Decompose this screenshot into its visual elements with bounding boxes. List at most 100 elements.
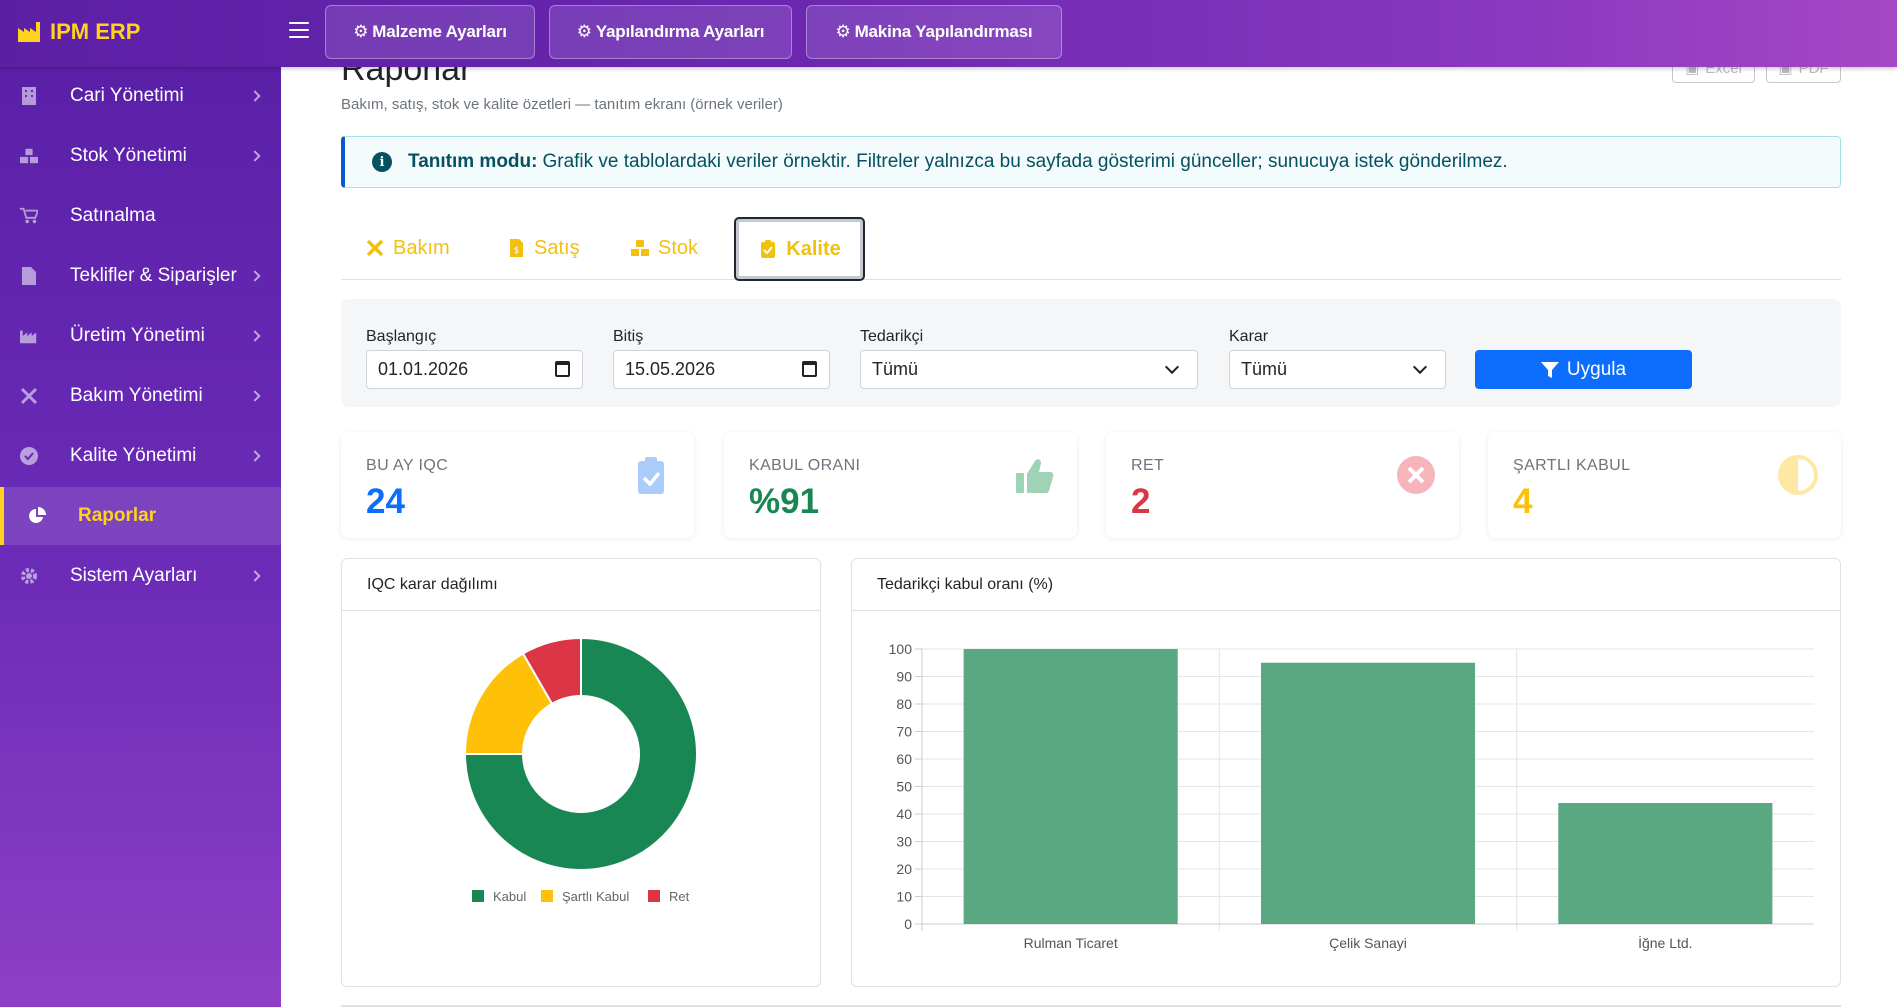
chevron-right-icon — [249, 270, 261, 282]
y-tick-label: 100 — [889, 641, 913, 657]
invoice-icon: $ — [510, 239, 523, 257]
chevron-right-icon — [249, 330, 261, 342]
legend-label: Şartlı Kabul — [562, 889, 629, 904]
info-icon: i — [372, 152, 392, 172]
sidebar-item-label: Sistem Ayarları — [70, 565, 198, 586]
sidebar-item-uretim[interactable]: Üretim Yönetimi — [0, 307, 281, 365]
apply-filter-button[interactable]: Uygula — [1475, 350, 1692, 389]
report-tabs: Bakım $ Satış Stok Kalite — [341, 216, 1841, 281]
bar-chart: 0 10 20 30 40 50 60 70 80 90 100 Rulman Ticaret Çeli… — [889, 641, 1814, 951]
y-tick-label: 50 — [896, 779, 912, 795]
factory-icon — [20, 327, 38, 345]
sidebar-item-raporlar[interactable]: Raporlar — [0, 487, 281, 545]
x-tick-label: Rulman Ticaret — [1024, 935, 1118, 951]
filter-icon — [1540, 361, 1559, 378]
topbar-button-config-settings[interactable]: ⚙ Yapılandırma Ayarları — [549, 5, 792, 59]
kpi-card-rejected: RET 2 — [1106, 432, 1459, 538]
y-tick-label: 40 — [896, 806, 912, 822]
kpi-card-monthly-iqc: BU AY IQC 24 — [341, 432, 694, 538]
end-date-value: 15.05.2026 — [625, 359, 716, 379]
start-date-label: Başlangıç — [366, 328, 437, 345]
sidebar-item-satinalma[interactable]: Satınalma — [0, 187, 281, 245]
decision-select-value: Tümü — [1241, 359, 1288, 379]
tools-icon — [20, 387, 38, 405]
sidebar-item-label: Stok Yönetimi — [70, 145, 187, 166]
calendar-icon[interactable] — [555, 361, 570, 377]
x-tick-label: İğne Ltd. — [1638, 934, 1693, 951]
bar-chart-title: Tedarikçi kabul oranı (%) — [852, 559, 1840, 611]
clipboard-check-icon — [761, 240, 776, 258]
legend-label: Kabul — [493, 889, 526, 904]
legend-swatch — [472, 890, 484, 902]
kpi-value: 2 — [1131, 482, 1151, 521]
topbar-button-machine-config[interactable]: ⚙ Makina Yapılandırması — [806, 5, 1062, 59]
building-icon — [20, 87, 38, 105]
y-tick-label: 70 — [896, 724, 912, 740]
donut-slice[interactable] — [463, 636, 698, 871]
supplier-select-value: Tümü — [872, 359, 919, 379]
svg-text:$: $ — [514, 246, 520, 256]
chevron-right-icon — [249, 90, 261, 102]
brand[interactable]: IPM ERP — [18, 19, 140, 45]
kpi-value: 24 — [366, 482, 405, 521]
sidebar-item-cari[interactable]: Cari Yönetimi — [0, 67, 281, 125]
tab-stok[interactable]: Stok — [630, 216, 698, 280]
tab-label: Stok — [658, 236, 699, 259]
chevron-down-icon — [1164, 359, 1180, 375]
kpi-card-conditional-accept: ŞARTLI KABUL 4 — [1488, 432, 1841, 538]
supplier-select[interactable]: Tümü — [860, 350, 1198, 389]
tab-label: Kalite — [786, 237, 841, 260]
alert-text: Grafik ve tablolardaki veriler örnektir.… — [542, 151, 1508, 172]
end-date-input[interactable]: 15.05.2026 — [613, 350, 830, 389]
sidebar-item-label: Kalite Yönetimi — [70, 445, 197, 466]
sidebar: Cari Yönetimi Stok Yönetimi Satınalma Te… — [0, 67, 281, 1007]
calendar-icon[interactable] — [802, 361, 817, 377]
decision-select[interactable]: Tümü — [1229, 350, 1446, 389]
bar[interactable] — [1260, 662, 1476, 924]
tab-kalite[interactable]: Kalite — [734, 217, 865, 281]
bar[interactable] — [963, 649, 1178, 924]
thumbs-up-icon — [1016, 459, 1054, 493]
demo-mode-alert: i Tanıtım modu: Grafik ve tablolardaki v… — [341, 136, 1841, 188]
sidebar-item-teklifler[interactable]: Teklifler & Siparişler — [0, 247, 281, 305]
start-date-input[interactable]: 01.01.2026 — [366, 350, 583, 389]
tab-label: Satış — [534, 236, 580, 259]
tab-satis[interactable]: $ Satış — [506, 216, 580, 280]
donut-chart: Kabul Şartlı Kabul Ret — [463, 636, 698, 904]
topbar-button-material-settings[interactable]: ⚙ Malzeme Ayarları — [325, 5, 535, 59]
donut-chart-card: IQC karar dağılımı Kabul Şartlı Kabul Ret — [341, 558, 821, 987]
y-tick-label: 20 — [896, 861, 912, 877]
menu-toggle-icon[interactable] — [289, 22, 309, 38]
legend-label: Ret — [669, 889, 690, 904]
chevron-right-icon — [249, 570, 261, 582]
bar[interactable] — [1558, 803, 1773, 924]
y-tick-label: 10 — [896, 889, 912, 905]
sidebar-item-label: Cari Yönetimi — [70, 85, 184, 106]
sidebar-item-sistem[interactable]: Sistem Ayarları — [0, 547, 281, 605]
chevron-right-icon — [249, 390, 261, 402]
pie-chart-icon — [28, 507, 46, 525]
factory-logo-icon — [18, 22, 40, 42]
sidebar-item-kalite[interactable]: Kalite Yönetimi — [0, 427, 281, 485]
y-tick-label: 30 — [896, 834, 912, 850]
sidebar-item-stok[interactable]: Stok Yönetimi — [0, 127, 281, 185]
tab-label: Bakım — [393, 236, 450, 259]
kpi-value: 4 — [1513, 482, 1533, 521]
start-date-value: 01.01.2026 — [378, 359, 469, 379]
y-tick-label: 80 — [896, 696, 912, 712]
clipboard-check-icon — [638, 457, 664, 494]
tab-bakim[interactable]: Bakım — [365, 216, 450, 280]
section-divider — [341, 1005, 1841, 1007]
y-tick-label: 90 — [896, 669, 912, 685]
sidebar-item-label: Üretim Yönetimi — [70, 325, 205, 346]
gear-icon: ⚙ — [576, 22, 592, 41]
sidebar-item-bakim[interactable]: Bakım Yönetimi — [0, 367, 281, 425]
legend-swatch — [541, 890, 553, 902]
document-icon — [20, 267, 38, 285]
y-tick-label: 0 — [904, 916, 912, 932]
donut-slice[interactable] — [521, 636, 582, 706]
decision-label: Karar — [1229, 328, 1269, 345]
sidebar-item-label: Satınalma — [70, 205, 156, 226]
brand-name: IPM ERP — [50, 19, 141, 44]
gears-icon: ⚙ — [835, 22, 851, 41]
